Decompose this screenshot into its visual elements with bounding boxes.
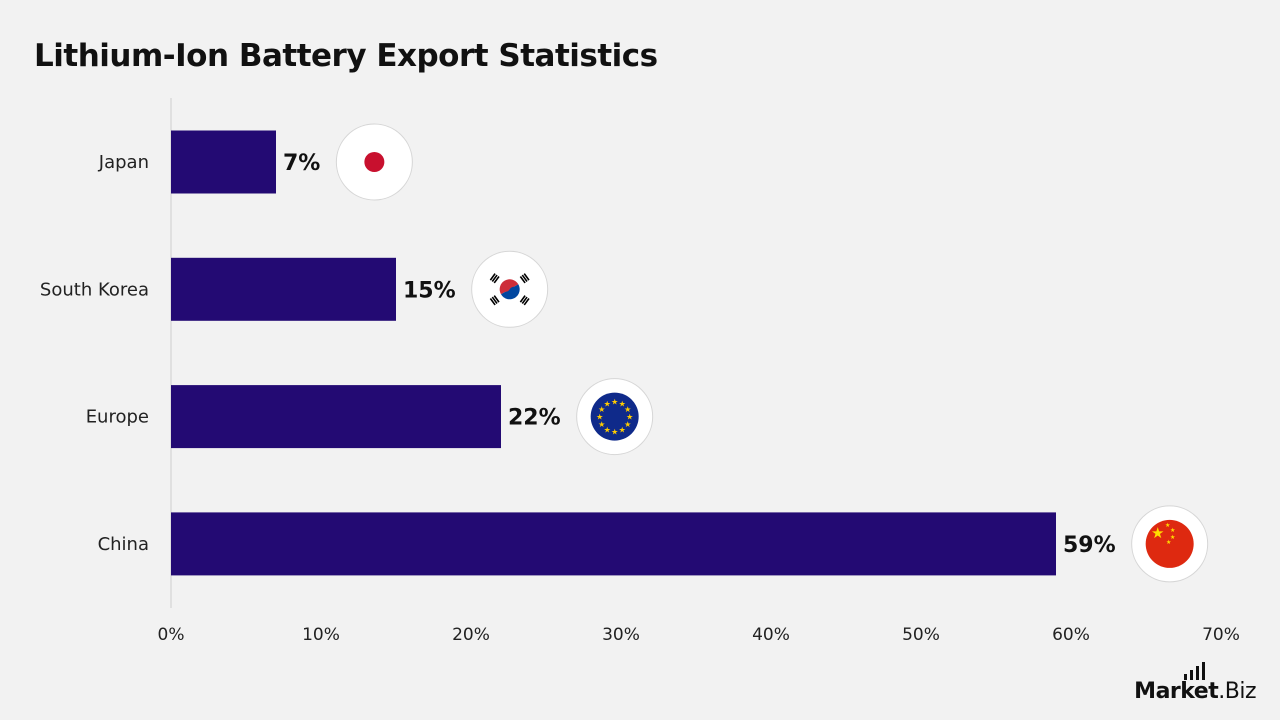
svg-text:★: ★ <box>1170 527 1175 534</box>
svg-text:★: ★ <box>611 398 618 407</box>
x-tick-label: 0% <box>158 625 185 645</box>
brand-name-suffix: .Biz <box>1218 679 1256 704</box>
x-tick-label: 40% <box>752 625 790 645</box>
brand-name-main: Market <box>1134 679 1219 704</box>
bar <box>171 512 1056 576</box>
brand-logo: Market .Biz <box>1134 662 1256 704</box>
x-tick-label: 10% <box>302 625 340 645</box>
x-tick-label: 70% <box>1202 625 1240 645</box>
svg-text:★: ★ <box>1151 524 1164 542</box>
japan-flag-icon <box>335 123 413 201</box>
svg-text:★: ★ <box>619 426 626 435</box>
svg-text:★: ★ <box>624 420 631 429</box>
bar <box>171 257 396 321</box>
x-tick-label: 60% <box>1052 625 1090 645</box>
value-label: 22% <box>508 406 561 431</box>
bar <box>171 130 276 194</box>
svg-text:★: ★ <box>604 400 611 409</box>
svg-text:★: ★ <box>598 405 605 414</box>
category-label: Japan <box>98 152 149 173</box>
x-tick-label: 30% <box>602 625 640 645</box>
category-label: Europe <box>86 407 149 428</box>
svg-text:★: ★ <box>624 405 631 414</box>
value-label: 59% <box>1063 533 1116 558</box>
svg-text:★: ★ <box>598 420 605 429</box>
svg-text:★: ★ <box>596 413 603 422</box>
svg-text:★: ★ <box>604 426 611 435</box>
category-label: South Korea <box>40 279 149 300</box>
svg-text:★: ★ <box>611 428 618 437</box>
eu-flag-icon: ★★★★★★★★★ ★ ★★ <box>576 378 654 456</box>
svg-text:★: ★ <box>619 400 626 409</box>
south-korea-flag-icon <box>471 250 549 328</box>
x-tick-label: 20% <box>452 625 490 645</box>
svg-text:★: ★ <box>1165 522 1170 529</box>
value-label: 15% <box>403 278 456 303</box>
category-label: China <box>98 534 149 555</box>
x-tick-label: 50% <box>902 625 940 645</box>
china-flag-icon: ★ ★★★★ <box>1131 505 1209 583</box>
value-label: 7% <box>283 151 320 176</box>
svg-text:★: ★ <box>1166 539 1171 546</box>
chart-title: Lithium-Ion Battery Export Statistics <box>34 38 658 74</box>
svg-text:★: ★ <box>1170 534 1175 541</box>
svg-text:★: ★ <box>626 413 633 422</box>
bar <box>171 385 501 449</box>
